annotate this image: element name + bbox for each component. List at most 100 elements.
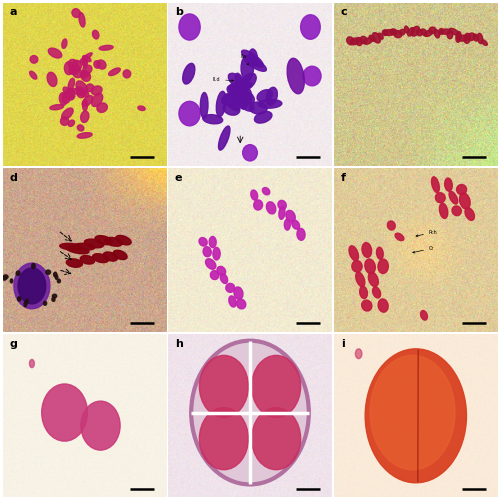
Ellipse shape — [360, 286, 368, 298]
Ellipse shape — [362, 242, 372, 258]
Ellipse shape — [182, 64, 195, 84]
Ellipse shape — [97, 103, 108, 113]
Ellipse shape — [10, 279, 13, 283]
Ellipse shape — [251, 190, 258, 200]
Ellipse shape — [252, 408, 300, 470]
Ellipse shape — [76, 81, 88, 94]
Ellipse shape — [444, 178, 452, 192]
Ellipse shape — [440, 203, 448, 218]
Ellipse shape — [2, 276, 6, 280]
Text: d: d — [9, 173, 17, 183]
Ellipse shape — [62, 39, 67, 48]
Ellipse shape — [199, 238, 207, 246]
Ellipse shape — [116, 236, 131, 245]
Ellipse shape — [99, 46, 113, 50]
Ellipse shape — [217, 266, 226, 276]
Ellipse shape — [244, 88, 252, 104]
Ellipse shape — [42, 384, 88, 441]
Ellipse shape — [72, 8, 80, 18]
Ellipse shape — [242, 144, 258, 161]
Ellipse shape — [286, 210, 296, 222]
Ellipse shape — [236, 299, 246, 309]
Ellipse shape — [82, 65, 92, 74]
Ellipse shape — [222, 91, 245, 105]
Ellipse shape — [346, 37, 354, 45]
Ellipse shape — [236, 95, 254, 111]
Ellipse shape — [230, 93, 251, 102]
Ellipse shape — [266, 88, 278, 106]
Ellipse shape — [429, 27, 436, 34]
Ellipse shape — [54, 272, 57, 277]
Ellipse shape — [80, 70, 90, 82]
Ellipse shape — [218, 126, 230, 150]
Ellipse shape — [297, 228, 305, 240]
Ellipse shape — [200, 408, 248, 470]
Ellipse shape — [349, 246, 358, 261]
Ellipse shape — [390, 29, 397, 35]
Ellipse shape — [447, 30, 452, 39]
Ellipse shape — [249, 49, 258, 66]
Ellipse shape — [4, 275, 8, 279]
Ellipse shape — [372, 287, 380, 298]
Ellipse shape — [73, 70, 83, 78]
Ellipse shape — [179, 102, 200, 126]
Ellipse shape — [82, 57, 87, 65]
Ellipse shape — [432, 177, 440, 192]
Ellipse shape — [240, 73, 256, 90]
Ellipse shape — [95, 236, 112, 245]
Ellipse shape — [62, 92, 71, 104]
Ellipse shape — [60, 117, 69, 126]
Ellipse shape — [94, 60, 100, 68]
Ellipse shape — [254, 112, 272, 123]
Ellipse shape — [30, 56, 38, 63]
Ellipse shape — [123, 70, 130, 78]
Ellipse shape — [80, 53, 92, 62]
Ellipse shape — [372, 32, 380, 43]
Ellipse shape — [82, 56, 87, 68]
Ellipse shape — [356, 38, 362, 46]
Ellipse shape — [18, 268, 46, 304]
Ellipse shape — [262, 188, 270, 195]
Text: Cr: Cr — [413, 246, 434, 253]
Ellipse shape — [382, 30, 388, 36]
Ellipse shape — [364, 38, 372, 44]
Ellipse shape — [400, 30, 405, 35]
Ellipse shape — [74, 244, 95, 250]
Ellipse shape — [69, 66, 76, 74]
Ellipse shape — [52, 298, 55, 302]
Ellipse shape — [46, 270, 50, 274]
Ellipse shape — [376, 247, 383, 260]
Ellipse shape — [352, 260, 362, 272]
Ellipse shape — [360, 36, 367, 44]
Text: h: h — [175, 339, 182, 349]
Ellipse shape — [66, 259, 82, 268]
Ellipse shape — [370, 356, 455, 470]
Text: e: e — [175, 173, 182, 183]
Ellipse shape — [72, 88, 86, 96]
Ellipse shape — [258, 100, 282, 108]
Ellipse shape — [200, 356, 248, 418]
Ellipse shape — [224, 94, 240, 110]
Ellipse shape — [350, 38, 359, 44]
Ellipse shape — [458, 35, 468, 41]
Ellipse shape — [356, 349, 362, 358]
Ellipse shape — [138, 106, 145, 110]
Ellipse shape — [416, 30, 422, 36]
Ellipse shape — [200, 92, 208, 118]
Ellipse shape — [97, 60, 106, 69]
Ellipse shape — [92, 94, 103, 106]
Ellipse shape — [279, 206, 285, 220]
Ellipse shape — [244, 56, 266, 72]
Ellipse shape — [234, 287, 243, 300]
Ellipse shape — [108, 68, 120, 76]
Ellipse shape — [223, 102, 240, 115]
Ellipse shape — [356, 272, 365, 286]
Ellipse shape — [16, 271, 20, 276]
Ellipse shape — [266, 202, 276, 214]
Ellipse shape — [226, 284, 234, 292]
Ellipse shape — [474, 34, 478, 41]
Ellipse shape — [69, 65, 80, 74]
Ellipse shape — [58, 279, 60, 283]
Ellipse shape — [78, 125, 84, 131]
Ellipse shape — [68, 60, 78, 68]
